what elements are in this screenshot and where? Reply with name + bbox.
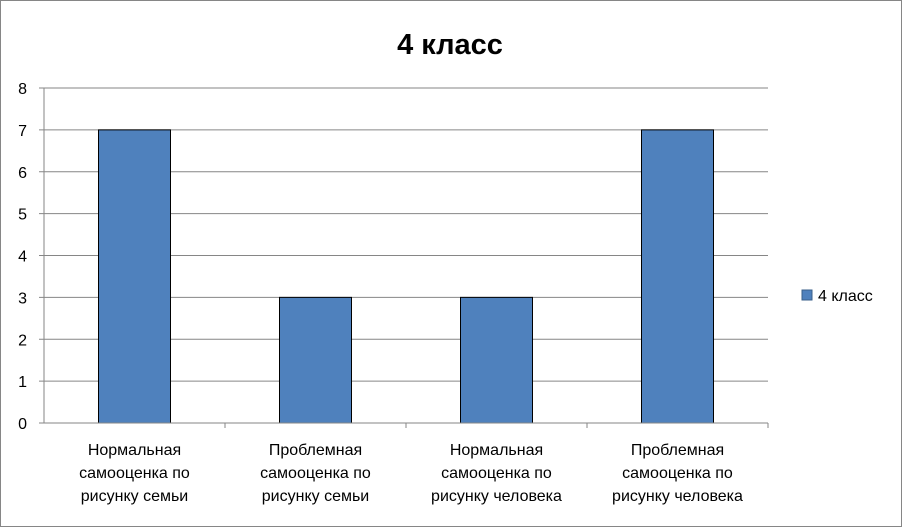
x-category-label-line: самооценка по <box>79 465 190 482</box>
chart-title: 4 класс <box>397 29 503 61</box>
x-category-label-line: рисунку семьи <box>262 488 369 505</box>
x-category-label-line: самооценка по <box>260 465 371 482</box>
y-tick-label: 0 <box>18 416 27 433</box>
bar <box>98 129 171 424</box>
x-category-label-line: Проблемная <box>269 442 362 459</box>
y-tick-label: 8 <box>18 81 27 98</box>
y-tick-label: 7 <box>18 123 27 140</box>
x-category-label-line: Проблемная <box>631 442 724 459</box>
x-category-label-line: самооценка по <box>441 465 552 482</box>
y-tick-label: 3 <box>18 290 27 307</box>
x-category-label-line: рисунку семьи <box>81 488 188 505</box>
y-tick-label: 4 <box>18 249 27 266</box>
x-category-label-line: самооценка по <box>622 465 733 482</box>
x-axis: Нормальная самооценка по рисунку семьиПроб… <box>39 422 769 505</box>
y-axis: 0 1 2 3 4 5 6 7 8 <box>18 81 45 433</box>
y-tick-label: 2 <box>18 332 27 349</box>
bar <box>279 296 352 424</box>
x-category-label-line: Нормальная <box>88 442 181 459</box>
x-category-label: Проблемная самооценка по рисунку семьи <box>260 442 371 505</box>
x-category-label-line: рисунку человека <box>431 488 562 505</box>
bar <box>460 296 533 424</box>
x-category-label-line: рисунку человека <box>612 488 743 505</box>
x-category-label: Нормальная самооценка по рисунку семьи <box>79 442 190 505</box>
x-category-label: Нормальная самооценка по рисунку человека <box>431 442 562 505</box>
y-tick-label: 1 <box>18 374 27 391</box>
legend: 4 класс <box>801 288 873 305</box>
bars <box>98 129 714 424</box>
y-tick-label: 5 <box>18 207 27 224</box>
bar <box>641 129 714 424</box>
legend-label: 4 класс <box>818 288 873 305</box>
y-tick-label: 6 <box>18 165 27 182</box>
x-category-label: Проблемная самооценка по рисунку человека <box>612 442 743 505</box>
x-category-label-line: Нормальная <box>450 442 543 459</box>
legend-swatch <box>801 289 813 301</box>
